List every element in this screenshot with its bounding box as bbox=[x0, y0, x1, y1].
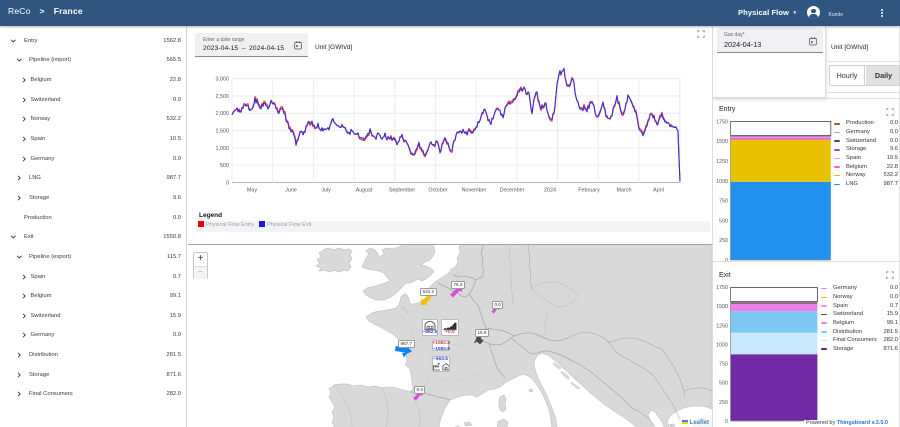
svg-text:April: April bbox=[653, 188, 664, 194]
svg-text:3,000: 3,000 bbox=[216, 77, 230, 83]
svg-text:June: June bbox=[285, 188, 297, 194]
svg-text:1750: 1750 bbox=[716, 119, 728, 125]
svg-text:750: 750 bbox=[719, 199, 728, 205]
svg-text:October: October bbox=[428, 188, 447, 194]
svg-text:1,000: 1,000 bbox=[216, 146, 230, 152]
svg-text:September: September bbox=[389, 188, 416, 194]
svg-text:2,000: 2,000 bbox=[216, 111, 230, 117]
svg-text:1500: 1500 bbox=[716, 139, 728, 145]
svg-text:July: July bbox=[321, 188, 331, 194]
svg-text:1500: 1500 bbox=[716, 304, 728, 310]
svg-text:0: 0 bbox=[725, 419, 728, 425]
svg-text:0: 0 bbox=[725, 258, 728, 261]
svg-text:November: November bbox=[462, 188, 487, 194]
svg-text:500: 500 bbox=[719, 381, 728, 387]
svg-text:February: February bbox=[578, 188, 600, 194]
svg-text:1000: 1000 bbox=[716, 342, 728, 348]
svg-text:1250: 1250 bbox=[716, 159, 728, 165]
svg-text:500: 500 bbox=[719, 218, 728, 224]
svg-text:2024: 2024 bbox=[544, 188, 556, 194]
svg-text:0: 0 bbox=[226, 181, 229, 187]
svg-text:1,500: 1,500 bbox=[216, 129, 230, 135]
svg-text:August: August bbox=[356, 188, 373, 194]
svg-text:1750: 1750 bbox=[716, 285, 728, 291]
svg-text:2,500: 2,500 bbox=[216, 94, 230, 100]
svg-text:March: March bbox=[617, 188, 632, 194]
svg-text:December: December bbox=[500, 188, 525, 194]
svg-text:750: 750 bbox=[719, 362, 728, 368]
svg-text:1000: 1000 bbox=[716, 179, 728, 185]
svg-text:500: 500 bbox=[220, 163, 229, 169]
svg-text:May: May bbox=[247, 188, 257, 194]
svg-text:250: 250 bbox=[719, 238, 728, 244]
svg-text:1250: 1250 bbox=[716, 323, 728, 329]
svg-text:250: 250 bbox=[719, 400, 728, 406]
